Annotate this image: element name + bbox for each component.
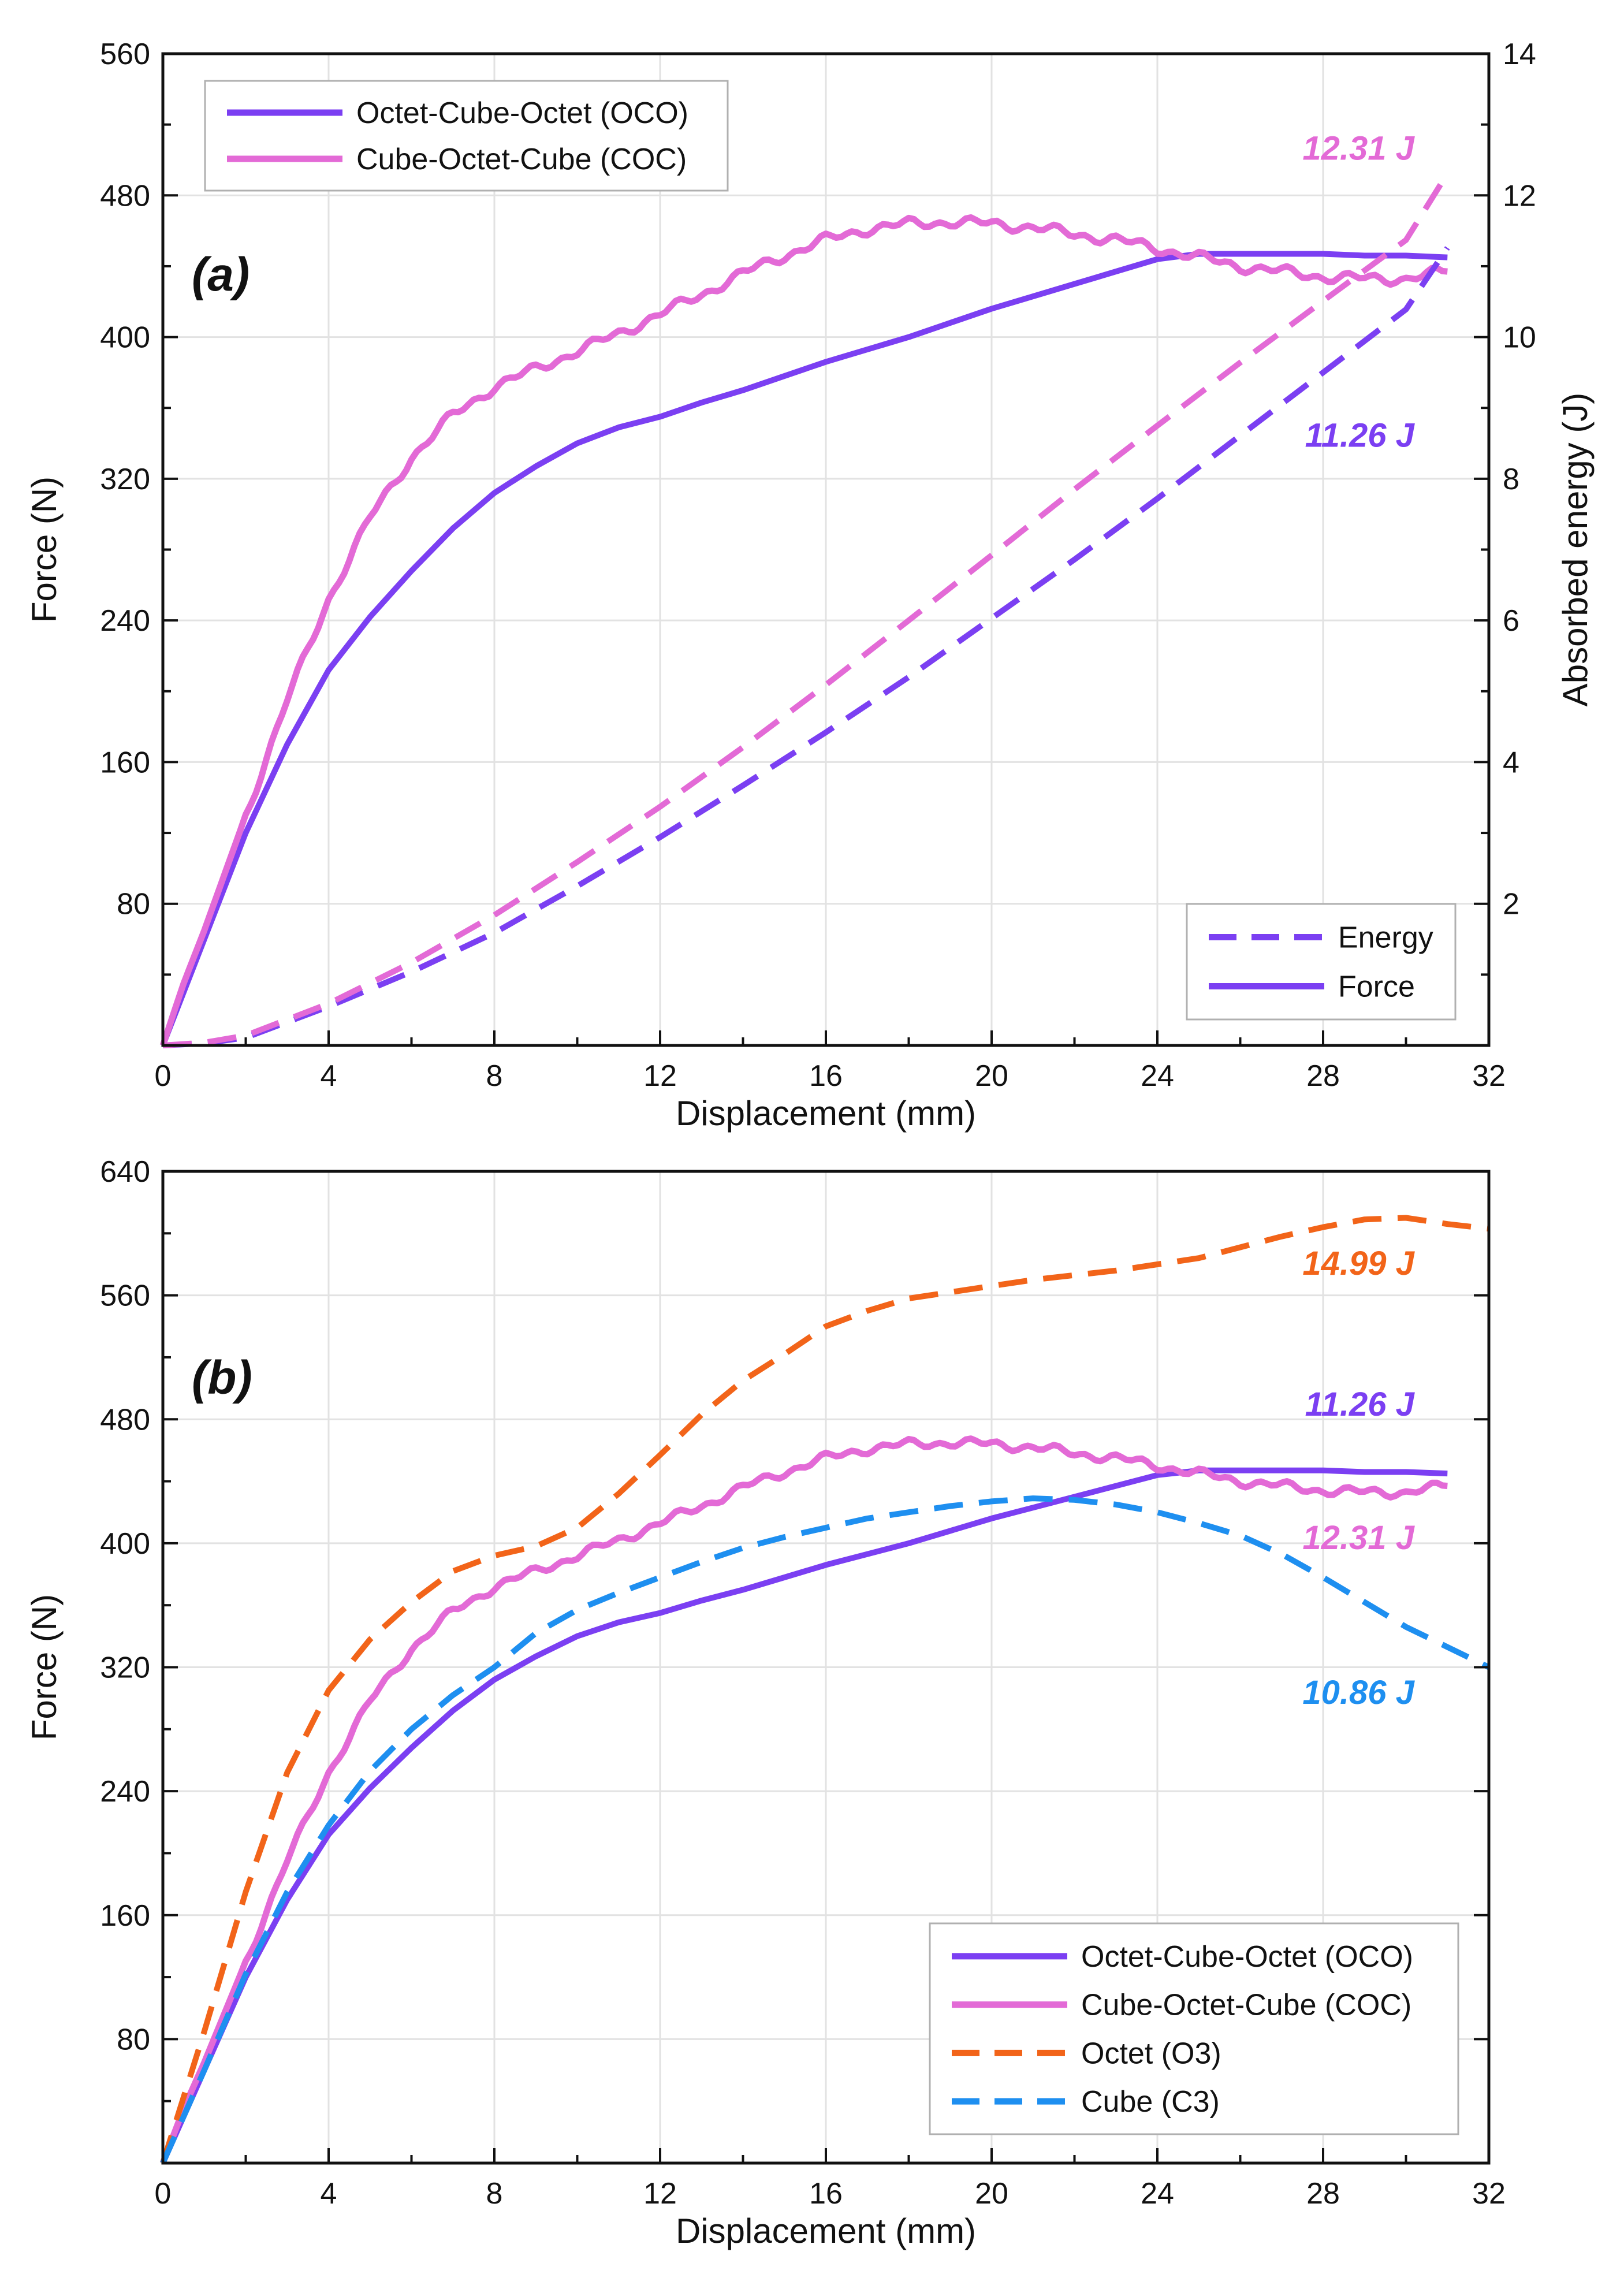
legend-label: Octet (O3) (1081, 2037, 1221, 2070)
y-axis-label: Force (N) (25, 477, 64, 623)
y2-tick-label: 6 (1503, 604, 1519, 638)
panel-label: (b) (192, 1352, 252, 1404)
y-tick-label: 80 (117, 888, 150, 921)
legend-label: Octet-Cube-Octet (OCO) (356, 96, 688, 130)
legend-label: Energy (1338, 921, 1433, 955)
x-tick-label: 0 (155, 2177, 172, 2210)
y-tick-label: 160 (100, 746, 150, 779)
x-axis: 0 4 8 12 16 20 24 28 32 Displacement (mm) (155, 1030, 1506, 1133)
y-tick-label: 480 (100, 179, 150, 213)
y-tick-label: 480 (100, 1403, 150, 1436)
y-tick-label: 320 (100, 1651, 150, 1685)
series-line-c3_force (160, 1495, 1491, 2165)
grid-lines (163, 1171, 1489, 2163)
y2-tick-label: 14 (1503, 38, 1536, 71)
energy-annotation: 12.31 J (1302, 1519, 1415, 1557)
y2-tick-label: 12 (1503, 179, 1536, 213)
legend-box (204, 80, 729, 192)
y-axis-label: Force (N) (25, 1594, 64, 1740)
y-tick-label: 80 (117, 2023, 150, 2056)
x-tick-label: 4 (321, 2177, 337, 2210)
x-tick-label: 28 (1306, 2177, 1340, 2210)
y-tick-label: 320 (100, 463, 150, 496)
legend-label: Cube-Octet-Cube (COC) (356, 143, 687, 176)
series-line-coc_force (159, 214, 1448, 1047)
x-tick-label: 20 (975, 2177, 1008, 2210)
y2-tick-label: 8 (1503, 463, 1519, 496)
grid-lines (163, 54, 1489, 1045)
y-tick-label: 240 (100, 604, 150, 638)
panel-label: (a) (192, 248, 249, 301)
legend-label: Octet-Cube-Octet (OCO) (1081, 1940, 1413, 1974)
annotations: 14.99 J 11.26 J 12.31 J 10.86 J (1302, 1245, 1415, 1711)
legend-box (1186, 903, 1457, 1021)
x-tick-label: 4 (321, 1059, 337, 1093)
y-tick-label: 240 (100, 1775, 150, 1808)
series-line-oco_force (160, 251, 1448, 1047)
x-tick-label: 32 (1472, 1059, 1506, 1093)
energy-annotation: 12.31 J (1302, 130, 1415, 168)
y-axis-left: 080160240320400480560Force (N) (25, 38, 178, 976)
legend: Octet-Cube-Octet (OCO) Cube-Octet-Cube (C… (929, 1922, 1459, 2135)
legend-label: Cube-Octet-Cube (COC) (1081, 1989, 1411, 2022)
series-line-o3_force (160, 1215, 1489, 2164)
x-tick-label: 16 (809, 1059, 843, 1093)
legend: Octet-Cube-Octet (OCO) Cube-Octet-Cube (C… (204, 80, 729, 192)
energy-annotation: 10.86 J (1302, 1674, 1415, 1711)
x-tick-label: 0 (155, 1059, 172, 1093)
legend: Energy Force (1186, 903, 1457, 1021)
y-tick-label: 400 (100, 321, 150, 355)
x-tick-label: 24 (1141, 2177, 1174, 2210)
x-tick-label: 12 (643, 2177, 677, 2210)
x-tick-label: 12 (643, 1059, 677, 1093)
chart-panel-b: 0 4 8 12 16 20 24 28 32 Displacement (mm)0 80 160 24… (25, 1155, 1506, 2250)
x-axis-label: Displacement (mm) (676, 2212, 976, 2250)
x-tick-label: 16 (809, 2177, 843, 2210)
y-tick-label: 160 (100, 1899, 150, 1933)
energy-annotation: 14.99 J (1302, 1245, 1415, 1282)
x-tick-label: 8 (486, 1059, 503, 1093)
x-tick-label: 8 (486, 2177, 503, 2210)
x-tick-label: 32 (1472, 2177, 1506, 2210)
y-axis-left: 080160240320400480560640Force (N) (25, 1155, 178, 2102)
y2-tick-label: 4 (1503, 746, 1519, 779)
x-tick-label: 24 (1141, 1059, 1174, 1093)
legend-label: Cube (C3) (1081, 2085, 1220, 2119)
series-group (159, 172, 1450, 1048)
series-line-coc_energy (162, 172, 1450, 1048)
y2-tick-label: 2 (1503, 888, 1519, 921)
series-group (159, 1215, 1491, 2165)
y-tick-label: 560 (100, 1279, 150, 1313)
x-tick-label: 20 (975, 1059, 1008, 1093)
x-axis-label: Displacement (mm) (676, 1094, 976, 1133)
y-tick-label: 640 (100, 1155, 150, 1189)
energy-annotation: 11.26 J (1305, 1386, 1416, 1423)
energy-annotation: 11.26 J (1305, 416, 1416, 454)
annotations: 12.31 J 11.26 J (1302, 130, 1415, 455)
y2-axis-label: Absorbed energy (J) (1556, 393, 1595, 707)
series-line-coc_force (159, 1435, 1448, 2164)
y2-tick-label: 10 (1503, 321, 1536, 355)
x-axis: 0 4 8 12 16 20 24 28 32 Displacement (mm) (155, 2148, 1506, 2250)
y-axis-right-ticks (1474, 1170, 1489, 2041)
legend-label: Force (1338, 970, 1415, 1004)
series-line-oco_force (160, 1467, 1448, 2165)
y-tick-label: 400 (100, 1527, 150, 1561)
y-tick-label: 560 (100, 38, 150, 71)
y-axis-right: 2 4 6 8 10 12 14 Absorbed energy (J) (1474, 38, 1595, 976)
x-tick-label: 28 (1306, 1059, 1340, 1093)
